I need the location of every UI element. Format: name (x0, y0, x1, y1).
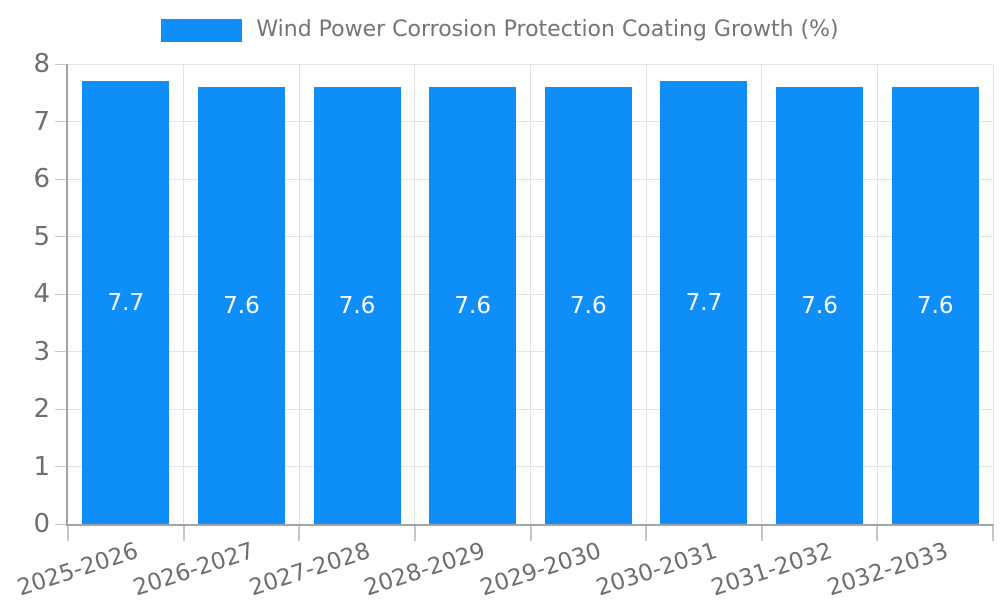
bar-value-label: 7.6 (338, 292, 376, 319)
y-tick-mark (55, 121, 68, 122)
y-tick-mark (55, 523, 68, 525)
x-axis-label: 2025-2026 (14, 538, 142, 600)
x-axis-label: 2029-2030 (477, 538, 605, 600)
x-axis-label: 2032-2033 (823, 538, 952, 600)
bar-2030-2031[interactable]: 7.7 (660, 81, 748, 524)
y-tick-label: 8 (33, 49, 50, 79)
x-tick-mark (67, 524, 69, 541)
legend-label: Wind Power Corrosion Protection Coating … (256, 17, 839, 42)
x-gridline (876, 64, 878, 524)
y-tick-label: 6 (33, 164, 50, 194)
x-axis-label: 2026-2027 (130, 538, 258, 600)
bar-2031-2032[interactable]: 7.6 (776, 87, 864, 524)
bar-value-label: 7.6 (454, 292, 491, 319)
bar-2027-2028[interactable]: 7.6 (313, 87, 401, 524)
y-tick-label: 7 (33, 106, 50, 137)
x-gridline (183, 64, 185, 524)
y-axis-line (66, 64, 68, 524)
bar-value-label: 7.7 (107, 289, 145, 316)
y-tick-label: 0 (33, 509, 50, 539)
bar-2026-2027[interactable]: 7.6 (197, 87, 285, 524)
x-axis-label: 2028-2029 (361, 538, 489, 600)
y-tick-label: 1 (33, 451, 50, 482)
legend-swatch (161, 18, 243, 42)
y-tick-label: 2 (33, 394, 50, 424)
x-gridline (645, 64, 647, 524)
y-tick-mark (55, 351, 68, 352)
y-tick-mark (55, 236, 68, 237)
x-tick-mark (182, 524, 185, 541)
y-tick-mark (55, 178, 68, 180)
bar-2028-2029[interactable]: 7.6 (429, 87, 517, 524)
x-gridline (761, 64, 763, 524)
bar-2029-2030[interactable]: 7.6 (544, 87, 632, 524)
x-tick-mark (298, 524, 301, 541)
y-tick-mark (55, 63, 68, 65)
bar-value-label: 7.6 (801, 292, 838, 319)
y-tick-mark (55, 293, 68, 295)
x-tick-mark (413, 524, 416, 541)
y-tick-mark (55, 408, 68, 410)
x-axis-label: 2031-2032 (708, 538, 836, 600)
bar-value-label: 7.7 (685, 289, 723, 316)
x-gridline (530, 64, 531, 524)
x-axis-line (66, 524, 993, 526)
x-gridline (992, 64, 994, 524)
x-gridline (298, 64, 300, 524)
x-tick-mark (992, 524, 994, 541)
x-axis-label: 2027-2028 (245, 538, 374, 600)
y-tick-label: 4 (33, 279, 50, 309)
bar-value-label: 7.6 (570, 292, 607, 319)
x-axis-label: 2030-2031 (592, 538, 720, 600)
x-gridline (414, 64, 416, 524)
x-tick-mark (645, 524, 648, 541)
x-tick-mark (876, 524, 879, 541)
bar-2025-2026[interactable]: 7.7 (82, 81, 170, 524)
x-tick-mark (760, 524, 763, 541)
legend-item[interactable]: Wind Power Corrosion Protection Coating … (0, 17, 1000, 43)
bar-value-label: 7.6 (916, 292, 954, 319)
y-tick-label: 3 (33, 336, 50, 367)
y-tick-label: 5 (33, 221, 50, 252)
bar-value-label: 7.6 (223, 292, 260, 319)
bar-2032-2033[interactable]: 7.6 (891, 87, 979, 524)
x-tick-mark (529, 524, 532, 541)
y-tick-mark (55, 466, 68, 467)
